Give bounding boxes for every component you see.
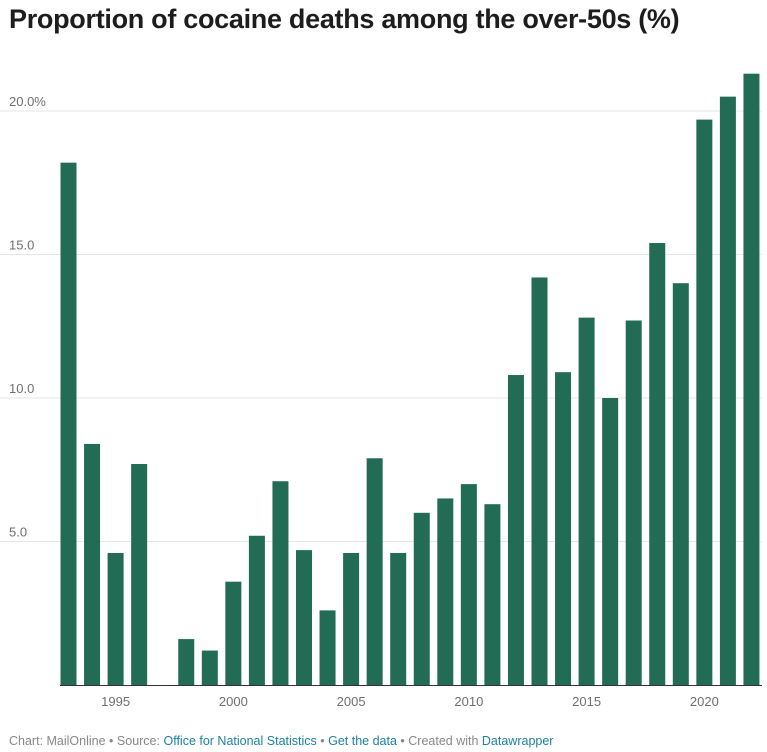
bar-2000 — [225, 581, 242, 685]
bar-2022 — [743, 73, 760, 685]
bar-2004 — [319, 610, 336, 685]
y-tick-label: 10.0 — [9, 381, 34, 396]
bar-2021 — [719, 96, 736, 685]
footer-credit: Chart: MailOnline — [9, 734, 106, 748]
bar-2012 — [507, 375, 524, 685]
bar-2015 — [578, 317, 595, 685]
datawrapper-link[interactable]: Datawrapper — [481, 734, 554, 748]
footer-source-label: Source: — [116, 734, 164, 748]
bar-1993 — [60, 162, 77, 685]
bar-2010 — [460, 484, 477, 685]
x-tick-label: 2020 — [690, 694, 719, 709]
bar-2003 — [296, 550, 312, 685]
x-tick-label: 1995 — [101, 694, 130, 709]
get-data-link[interactable]: Get the data — [328, 734, 397, 748]
bar-2005 — [343, 552, 360, 685]
bar-2001 — [248, 535, 265, 685]
bar-2008 — [413, 512, 430, 685]
bar-2020 — [696, 119, 713, 686]
footer-separator: • — [105, 734, 117, 748]
footer-separator: • — [396, 734, 409, 748]
bar-2013 — [531, 277, 548, 685]
bar-1998 — [178, 639, 195, 685]
bar-2006 — [366, 458, 383, 685]
bar-2007 — [390, 552, 407, 685]
bar-2009 — [437, 498, 454, 685]
x-axis-labels: 1995 2000 2005 2010 2015 2020 — [101, 694, 719, 709]
y-tick-label: 20.0% — [9, 94, 46, 109]
x-tick-label: 2000 — [219, 694, 248, 709]
bar-2019 — [672, 283, 689, 685]
x-tick-label: 2015 — [572, 694, 601, 709]
y-tick-label: 5.0 — [9, 525, 27, 540]
bar-2002 — [272, 481, 289, 685]
bar-2011 — [484, 504, 501, 685]
chart-title: Proportion of cocaine deaths among the o… — [9, 4, 680, 34]
footer-created-label: Created with — [408, 734, 482, 748]
source-link[interactable]: Office for National Statistics — [163, 734, 317, 748]
bar-2018 — [649, 243, 666, 685]
y-tick-label: 15.0 — [9, 238, 34, 253]
chart-footer: Chart: MailOnline • Source: Office for N… — [9, 734, 553, 748]
x-tick-label: 2005 — [337, 694, 366, 709]
bar-1995 — [107, 552, 124, 685]
bar-2014 — [555, 372, 572, 685]
bars — [60, 73, 762, 686]
bar-2017 — [625, 320, 642, 685]
bar-chart: 5.0 10.0 15.0 20.0% 1995 2000 2005 2010 2015 202… — [0, 73, 762, 709]
bar-1999 — [201, 650, 218, 685]
footer-separator: • — [316, 734, 329, 748]
x-tick-label: 2010 — [454, 694, 483, 709]
y-axis-labels: 5.0 10.0 15.0 20.0% — [9, 94, 46, 540]
bar-1994 — [84, 443, 101, 685]
bar-1996 — [131, 464, 148, 685]
bar-2016 — [602, 398, 619, 685]
